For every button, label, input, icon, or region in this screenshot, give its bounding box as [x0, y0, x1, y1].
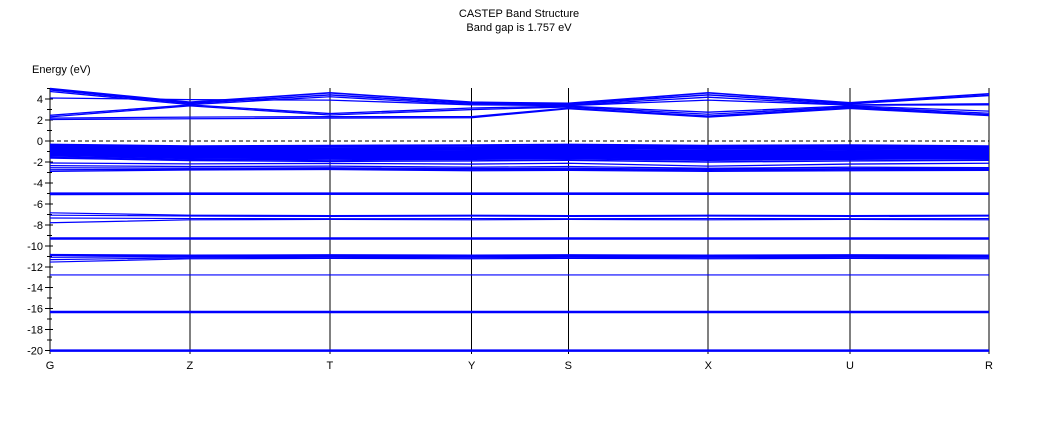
y-tick-label: -16 [27, 304, 43, 316]
chart-subtitle: Band gap is 1.757 eV [466, 22, 572, 34]
y-tick-label: -8 [33, 220, 43, 232]
band-line [49, 256, 990, 261]
y-tick-label: 0 [37, 136, 43, 148]
band-line [49, 255, 990, 258]
band-line [49, 154, 990, 160]
band-line [49, 151, 990, 158]
band-line [49, 162, 990, 167]
y-tick-label: 4 [37, 94, 43, 106]
y-axis-label: Energy (eV) [32, 64, 91, 76]
band-line [49, 168, 990, 173]
y-tick-label: -14 [27, 283, 43, 295]
chart-title: CASTEP Band Structure [458, 8, 580, 20]
band-line [49, 107, 990, 121]
y-tick-label: 2 [37, 115, 43, 127]
band-line [49, 89, 990, 105]
band-line [49, 214, 990, 218]
band-line [49, 143, 990, 148]
band-line [49, 257, 990, 263]
band-line [49, 144, 990, 149]
band-line [49, 87, 990, 105]
band-line [49, 149, 989, 155]
band-line [49, 164, 990, 169]
chart-title-block: CASTEP Band Structure Band gap is 1.757 … [0, 7, 1038, 35]
y-tick-label: -18 [27, 325, 43, 337]
band-line [49, 97, 990, 107]
band-line [49, 147, 990, 154]
y-tick-label: -10 [27, 241, 43, 253]
kpoint-label: Y [468, 360, 476, 372]
kpoint-label: Z [187, 360, 194, 372]
band-line [49, 167, 990, 170]
band-line [49, 150, 989, 157]
band-line [49, 218, 990, 224]
kpoint-label: X [705, 360, 713, 372]
band-line [49, 146, 990, 152]
band-line [49, 157, 990, 163]
band-line [49, 145, 990, 151]
kpoint-label: T [326, 360, 333, 372]
kpoint-label: U [846, 360, 854, 372]
band-line [49, 253, 990, 257]
kpoint-label: R [985, 360, 993, 372]
y-tick-label: -20 [27, 346, 43, 358]
y-tick-label: -2 [33, 157, 43, 169]
band-line [49, 152, 990, 159]
band-line [49, 107, 990, 119]
band-line [49, 212, 990, 217]
band-line [49, 104, 990, 116]
band-line [49, 155, 990, 162]
y-tick-label: -4 [33, 178, 43, 190]
band-line [49, 105, 990, 118]
kpoint-label: G [46, 360, 55, 372]
y-tick-label: -6 [33, 199, 43, 211]
kpoint-label: S [565, 360, 572, 372]
y-tick-label: -12 [27, 262, 43, 274]
band-line [49, 217, 990, 220]
